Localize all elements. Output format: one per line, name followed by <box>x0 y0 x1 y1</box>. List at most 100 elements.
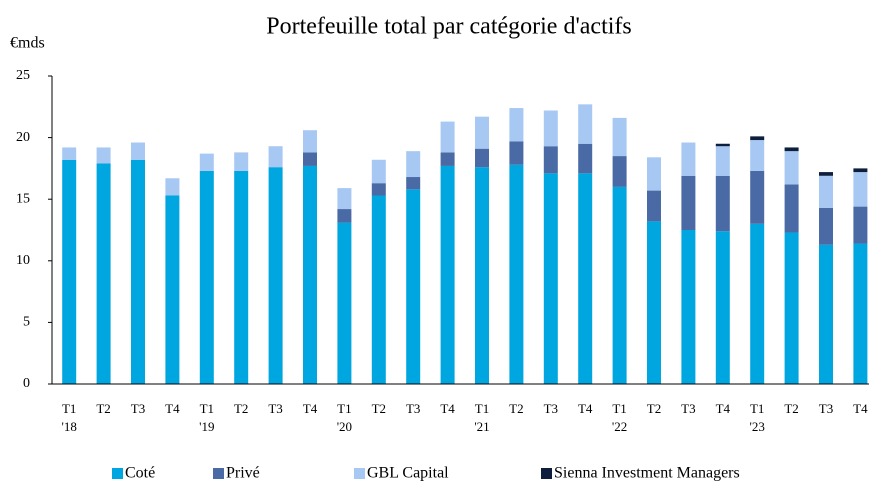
x-tick-label: T3 <box>131 401 145 416</box>
legend-marker <box>112 468 123 479</box>
bar-segment <box>784 184 799 233</box>
legend-label: GBL Capital <box>367 465 449 482</box>
bar-segment <box>715 146 730 176</box>
bar-segment <box>475 116 489 149</box>
bar-segment <box>715 143 730 147</box>
bar-segment <box>853 172 868 207</box>
bar-segment <box>784 147 799 152</box>
bar-segment <box>853 168 868 173</box>
bar-segment <box>440 165 455 384</box>
x-tick-label: T3 <box>681 401 695 416</box>
x-tick-label: T3 <box>544 401 558 416</box>
bar-segment <box>612 186 627 384</box>
bar-segment <box>440 152 455 166</box>
bar-segment <box>371 195 386 384</box>
x-tick-label: T3 <box>406 401 420 416</box>
x-tick-label: '22 <box>612 419 627 434</box>
x-tick-label: T2 <box>784 401 798 416</box>
x-tick-label: T4 <box>853 401 868 416</box>
bar-segment <box>819 244 833 384</box>
legend-marker <box>213 468 224 479</box>
bar-segment <box>96 163 111 384</box>
y-tick-label: 15 <box>16 191 30 206</box>
x-tick-label: T2 <box>509 401 523 416</box>
x-tick-label: T4 <box>578 401 593 416</box>
bar-segment <box>750 223 765 384</box>
x-tick-label: '20 <box>337 419 352 434</box>
bar-segment <box>371 183 386 196</box>
y-tick-label: 10 <box>16 253 30 268</box>
x-tick-label: T2 <box>372 401 386 416</box>
x-tick-label: T2 <box>96 401 110 416</box>
bar-segment <box>234 152 249 171</box>
bar-segment <box>647 157 661 191</box>
bar-segment <box>853 243 868 384</box>
bar-segment <box>131 142 145 160</box>
legend-marker <box>354 468 365 479</box>
x-tick-label: T1 <box>200 401 214 416</box>
bar-segment <box>62 159 77 384</box>
bar-segment <box>647 221 661 384</box>
y-tick-label: 25 <box>16 68 30 83</box>
y-axis-label: €mds <box>10 35 45 52</box>
x-tick-label: T4 <box>440 401 455 416</box>
bar-segment <box>578 173 593 384</box>
bar-segment <box>337 222 352 384</box>
bar-segment <box>819 175 833 208</box>
bar-segment <box>234 170 249 384</box>
x-tick-label: T3 <box>819 401 833 416</box>
bar-segment <box>406 151 421 178</box>
bar-segment <box>337 188 352 210</box>
bar-segment <box>96 147 111 164</box>
bar-segment <box>131 159 145 384</box>
bar-segment <box>647 190 661 222</box>
bar-segment <box>784 232 799 384</box>
bar-segment <box>509 108 524 142</box>
bar-segment <box>750 140 765 171</box>
y-tick-label: 0 <box>23 376 30 391</box>
bar-segment <box>543 146 558 174</box>
x-tick-label: T2 <box>234 401 248 416</box>
bar-segment <box>578 104 593 144</box>
y-tick-label: 5 <box>23 315 30 330</box>
x-tick-label: T1 <box>612 401 626 416</box>
legend-marker <box>541 468 552 479</box>
bar-segment <box>681 142 696 176</box>
bar-segment <box>165 178 180 196</box>
x-tick-label: T4 <box>716 401 731 416</box>
bar-segment <box>543 173 558 384</box>
x-tick-label: T1 <box>337 401 351 416</box>
bar-segment <box>303 152 317 166</box>
bar-segment <box>715 175 730 232</box>
bar-segment <box>681 175 696 230</box>
x-tick-label: T1 <box>475 401 489 416</box>
bar-segment <box>62 147 77 160</box>
bar-segment <box>406 189 421 384</box>
bar-segment <box>543 110 558 147</box>
bar-segment <box>750 170 765 224</box>
bar-segment <box>371 159 386 184</box>
bar-segment <box>578 143 593 174</box>
x-tick-label: T1 <box>750 401 764 416</box>
bar-segment <box>303 165 317 384</box>
bar-segment <box>165 195 180 384</box>
bar-segment <box>819 207 833 245</box>
bar-segment <box>715 231 730 384</box>
bar-segment <box>440 121 455 153</box>
bar-segment <box>303 130 317 153</box>
bar-segment <box>337 209 352 223</box>
legend-label: Coté <box>125 465 155 482</box>
bar-segment <box>681 230 696 384</box>
x-tick-label: T4 <box>303 401 318 416</box>
bar-segment <box>199 170 214 384</box>
x-tick-label: '23 <box>750 419 765 434</box>
legend-label: Sienna Investment Managers <box>554 465 740 482</box>
x-tick-label: T1 <box>62 401 76 416</box>
y-tick-label: 20 <box>16 130 30 145</box>
bar-segment <box>612 117 627 157</box>
x-tick-label: '21 <box>474 419 489 434</box>
bar-segment <box>784 151 799 185</box>
x-tick-label: '19 <box>199 419 214 434</box>
bar-segment <box>509 164 524 384</box>
bar-segment <box>819 172 833 176</box>
